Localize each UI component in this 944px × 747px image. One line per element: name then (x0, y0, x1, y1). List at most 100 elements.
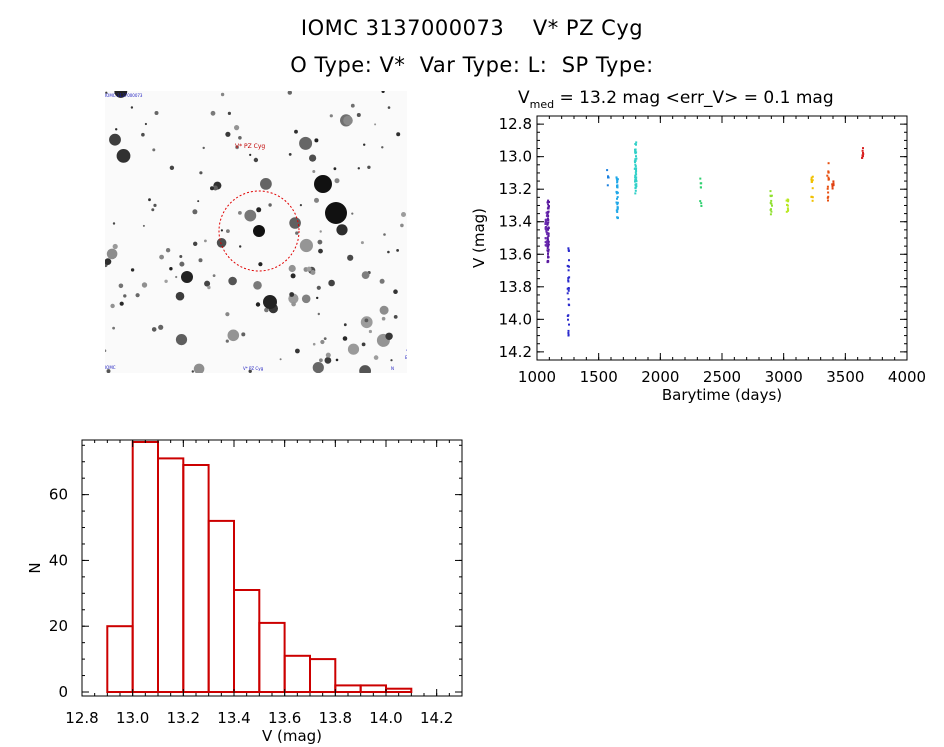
sky-star (363, 143, 366, 146)
sky-star (112, 243, 118, 250)
sky-star (260, 178, 272, 190)
sky-star (309, 154, 317, 162)
light-curve-point (634, 158, 637, 161)
light-curve-point (546, 227, 549, 230)
light-curve-point (811, 196, 814, 199)
aperture-circle (218, 190, 300, 272)
light-curve-point (568, 304, 571, 307)
light-curve-point (567, 250, 570, 252)
light-curve-point (826, 185, 829, 188)
sky-star (130, 106, 134, 109)
target-star (253, 225, 265, 237)
sky-star (151, 327, 157, 332)
light-curve-point (827, 170, 830, 173)
sky-star (144, 122, 147, 126)
light-curve-point (635, 170, 638, 173)
sky-star (225, 339, 229, 343)
y-tick-label: 13.0 (499, 148, 532, 166)
sky-star (319, 230, 322, 233)
light-curve-point (635, 176, 638, 179)
x-tick-label: 3000 (765, 368, 803, 386)
light-curve-point (547, 252, 549, 255)
light-curve-point (827, 171, 830, 174)
light-curve-point (769, 201, 772, 204)
light-curve-point (615, 201, 618, 204)
sky-star (374, 123, 377, 126)
sky-star (238, 136, 242, 140)
sky-star (396, 132, 401, 137)
light-curve-point (787, 199, 790, 201)
sky-star (301, 294, 311, 304)
sky-star (207, 285, 211, 290)
sky-star (181, 271, 193, 283)
light-curve-point (606, 184, 609, 187)
sky-star (361, 342, 366, 347)
light-curve-point (634, 165, 637, 168)
light-curve-point (616, 178, 619, 181)
light-curve-point (567, 289, 570, 292)
sky-star (253, 281, 262, 290)
sky-star (175, 334, 188, 346)
light-curve-point (606, 169, 609, 172)
light-curve-point (616, 197, 618, 200)
sky-star (268, 203, 272, 207)
light-curve-point (567, 329, 570, 332)
sky-star (210, 186, 214, 191)
sky-star (197, 200, 200, 203)
light-curve-point (634, 179, 637, 182)
light-curve-point (545, 219, 547, 222)
sky-star (191, 370, 194, 373)
sky-star (114, 91, 128, 98)
sky-star (165, 248, 171, 253)
sky-star (198, 258, 203, 263)
sky-star (381, 91, 385, 93)
y-tick-label: 60 (49, 486, 68, 504)
light-curve-point (861, 149, 864, 152)
sky-star (294, 129, 298, 134)
histogram-bar (309, 658, 337, 694)
sky-star (312, 342, 316, 346)
light-curve-point (827, 199, 829, 202)
sky-star (306, 266, 312, 272)
sky-star (357, 167, 360, 170)
sky-star (336, 224, 348, 236)
x-axis-label: V (mag) (262, 727, 322, 745)
light-curve-point (607, 176, 609, 179)
light-curve-point (615, 176, 618, 179)
sky-star (299, 204, 302, 207)
y-axis-label: N (26, 562, 44, 573)
light-curve-point (544, 244, 547, 247)
light-curve-point (547, 250, 550, 253)
x-tick-label: 14.2 (420, 709, 453, 727)
light-curve-point (700, 205, 703, 207)
light-curve-point (568, 259, 570, 262)
light-curve-point (567, 287, 570, 290)
sky-star (235, 145, 240, 150)
light-curve-point (771, 204, 773, 207)
light-curve-point (635, 168, 637, 171)
x-tick-label: 13.4 (217, 709, 250, 727)
y-tick-label: 13.4 (499, 213, 532, 231)
sky-star (142, 224, 145, 227)
sky-star (316, 296, 319, 300)
histogram-bar (157, 457, 185, 694)
light-curve-point (826, 174, 829, 177)
sky-star (333, 167, 337, 171)
sky-star (325, 352, 331, 358)
light-curve-point (699, 182, 702, 185)
sky-star (312, 170, 316, 173)
light-curve-point (616, 206, 619, 209)
light-curve-point (787, 209, 789, 212)
light-curve-point (862, 151, 864, 154)
sky-star (154, 111, 159, 115)
light-curve-point (811, 180, 813, 183)
light-curve-point (616, 191, 619, 194)
histogram-bar (334, 684, 362, 693)
light-curve-point (785, 210, 788, 213)
sky-star (299, 238, 313, 253)
histogram-bar (283, 654, 312, 694)
light-curve-point (634, 174, 637, 177)
sky-star (383, 233, 386, 236)
sky-star (105, 349, 107, 352)
sky-star (123, 294, 127, 298)
